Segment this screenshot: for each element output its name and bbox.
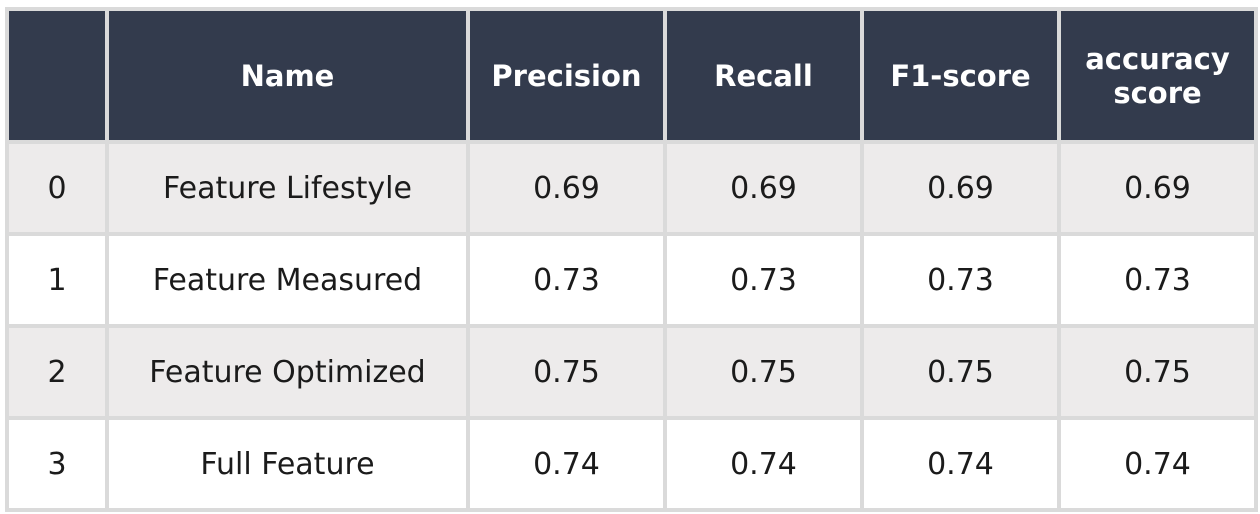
row-recall: 0.73 xyxy=(667,236,860,324)
row-name: Feature Lifestyle xyxy=(109,144,466,232)
header-f1-score: F1-score xyxy=(864,11,1057,140)
header-index xyxy=(9,11,105,140)
row-index: 3 xyxy=(9,420,105,508)
row-accuracy-score: 0.74 xyxy=(1061,420,1254,508)
row-index: 0 xyxy=(9,144,105,232)
header-accuracy-score: accuracy score xyxy=(1061,11,1254,140)
row-f1-score: 0.74 xyxy=(864,420,1057,508)
row-recall: 0.75 xyxy=(667,328,860,416)
results-table-container: Name Precision Recall F1-score accuracy … xyxy=(5,7,1258,512)
row-name: Full Feature xyxy=(109,420,466,508)
row-accuracy-score: 0.73 xyxy=(1061,236,1254,324)
row-f1-score: 0.75 xyxy=(864,328,1057,416)
header-recall: Recall xyxy=(667,11,860,140)
header-row: Name Precision Recall F1-score accuracy … xyxy=(9,11,1254,140)
row-name: Feature Measured xyxy=(109,236,466,324)
row-name: Feature Optimized xyxy=(109,328,466,416)
table-row: 1 Feature Measured 0.73 0.73 0.73 0.73 xyxy=(9,236,1254,324)
row-precision: 0.74 xyxy=(470,420,663,508)
row-precision: 0.69 xyxy=(470,144,663,232)
row-precision: 0.75 xyxy=(470,328,663,416)
row-recall: 0.74 xyxy=(667,420,860,508)
row-f1-score: 0.69 xyxy=(864,144,1057,232)
row-index: 2 xyxy=(9,328,105,416)
row-accuracy-score: 0.75 xyxy=(1061,328,1254,416)
row-precision: 0.73 xyxy=(470,236,663,324)
table-row: 0 Feature Lifestyle 0.69 0.69 0.69 0.69 xyxy=(9,144,1254,232)
table-row: 3 Full Feature 0.74 0.74 0.74 0.74 xyxy=(9,420,1254,508)
header-name: Name xyxy=(109,11,466,140)
row-index: 1 xyxy=(9,236,105,324)
row-accuracy-score: 0.69 xyxy=(1061,144,1254,232)
table-row: 2 Feature Optimized 0.75 0.75 0.75 0.75 xyxy=(9,328,1254,416)
results-table: Name Precision Recall F1-score accuracy … xyxy=(5,7,1258,512)
row-recall: 0.69 xyxy=(667,144,860,232)
header-precision: Precision xyxy=(470,11,663,140)
row-f1-score: 0.73 xyxy=(864,236,1057,324)
